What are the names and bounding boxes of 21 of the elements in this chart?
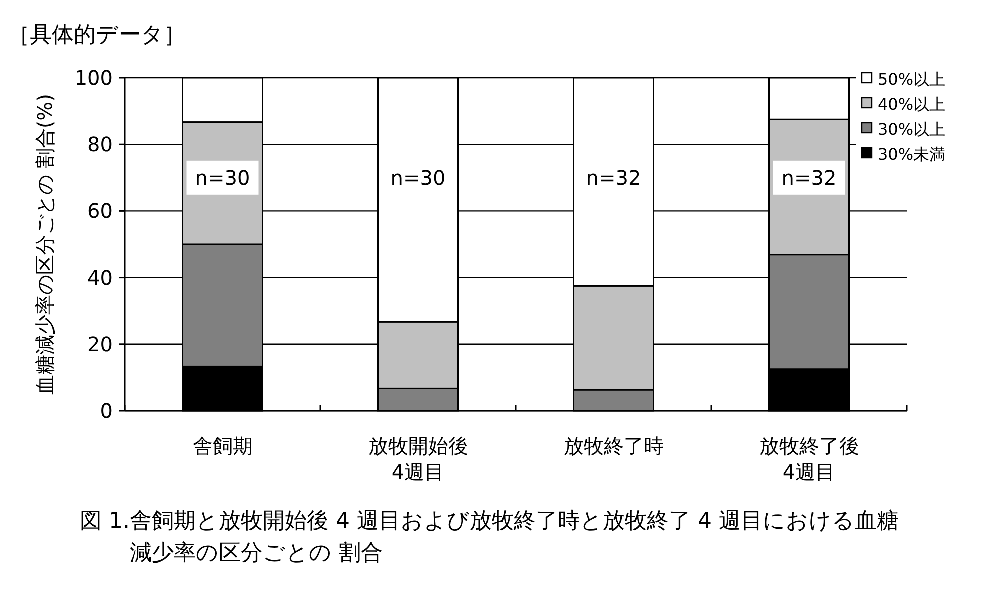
x-tick-label: 舎飼期: [192, 434, 253, 458]
y-tick-label: 60: [88, 199, 113, 224]
legend-label: 50%以上: [878, 70, 946, 89]
y-tick-label: 20: [88, 332, 113, 356]
legend-label: 30%以上: [878, 120, 946, 139]
x-tick-label: 放牧開始後 4週目: [368, 434, 468, 484]
annotation: n=30: [390, 166, 446, 190]
y-tick-label: 80: [88, 132, 113, 157]
annotation: n=32: [586, 166, 642, 190]
y-tick-label: 40: [88, 266, 113, 290]
annotation: n=32: [782, 166, 837, 190]
y-axis-title: 血糖減少率の区分ごとの 割合(%): [33, 94, 57, 395]
x-tick-label: 放牧終了時: [564, 434, 664, 458]
legend-label: 30%未満: [878, 145, 946, 164]
annotation: n=30: [195, 166, 250, 190]
y-tick-label: 100: [74, 66, 113, 90]
x-tick-label: 放牧終了後 4週目: [759, 434, 860, 484]
y-tick-label: 0: [100, 399, 113, 423]
chart-title: ［具体的データ］: [8, 23, 186, 48]
legend-label: 40%以上: [878, 95, 946, 114]
caption: 図 1.舎飼期と放牧開始後 4 週目および放牧終了時と放牧終了 4 週目における血糖減少率の区分ごとの 割合: [80, 509, 899, 566]
